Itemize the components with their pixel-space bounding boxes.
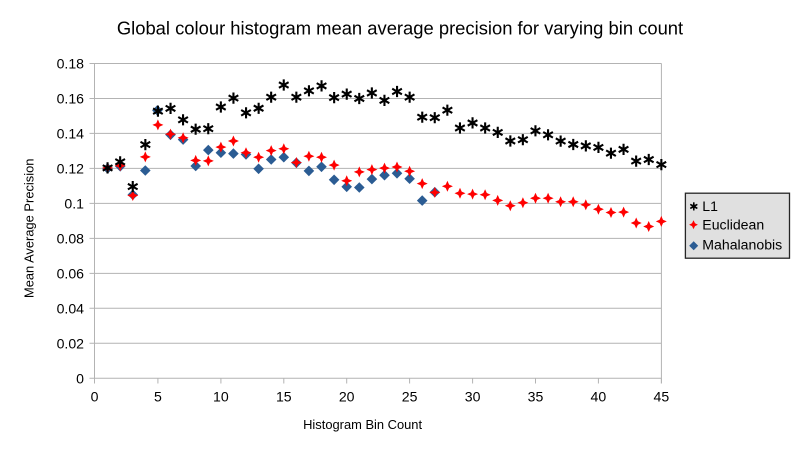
svg-text:Mahalanobis: Mahalanobis [702, 237, 782, 253]
svg-text:Global colour histogram mean a: Global colour histogram mean average pre… [117, 18, 683, 39]
svg-text:15: 15 [276, 389, 292, 405]
svg-text:0.12: 0.12 [57, 160, 85, 176]
svg-text:0.02: 0.02 [57, 335, 85, 351]
svg-text:0: 0 [91, 389, 99, 405]
svg-text:Histogram Bin Count: Histogram Bin Count [303, 417, 422, 432]
svg-text:Mean Average Precision: Mean Average Precision [22, 159, 37, 298]
svg-text:40: 40 [591, 389, 607, 405]
svg-text:0.16: 0.16 [57, 91, 85, 107]
svg-text:10: 10 [213, 389, 229, 405]
svg-text:30: 30 [465, 389, 481, 405]
svg-text:L1: L1 [702, 198, 718, 214]
svg-text:Euclidean: Euclidean [702, 217, 764, 233]
svg-text:0.18: 0.18 [57, 56, 85, 72]
svg-text:0.14: 0.14 [57, 125, 85, 141]
svg-text:25: 25 [402, 389, 418, 405]
svg-text:35: 35 [528, 389, 544, 405]
svg-text:0.1: 0.1 [64, 195, 84, 211]
svg-text:0: 0 [76, 370, 84, 386]
svg-text:20: 20 [339, 389, 355, 405]
svg-text:45: 45 [654, 389, 670, 405]
svg-text:0.04: 0.04 [57, 300, 85, 316]
svg-text:5: 5 [154, 389, 162, 405]
svg-text:0.06: 0.06 [57, 265, 85, 281]
svg-text:0.08: 0.08 [57, 230, 85, 246]
